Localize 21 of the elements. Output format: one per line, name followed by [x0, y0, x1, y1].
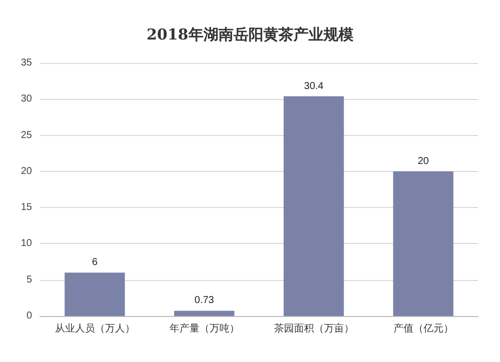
y-tick-label: 5	[26, 274, 32, 286]
y-tick-label: 10	[20, 238, 32, 250]
chart-title: 2018年湖南岳阳黄茶产业规模	[146, 26, 354, 44]
y-tick-label: 15	[20, 202, 32, 214]
bar	[64, 272, 125, 316]
data-label: 30.4	[304, 80, 324, 92]
data-label: 0.73	[194, 295, 214, 306]
x-tick-label: 茶园面积（万亩）	[274, 322, 354, 334]
y-tick-label: 0	[26, 310, 32, 322]
bar	[284, 96, 344, 316]
x-tick-label: 产值（亿元）	[393, 322, 454, 334]
data-label: 20	[418, 156, 430, 167]
y-tick-label: 30	[20, 94, 32, 105]
y-tick-label: 20	[20, 166, 32, 177]
bar	[174, 310, 234, 316]
x-tick-label: 年产量（万吨）	[169, 322, 240, 334]
data-label: 6	[92, 257, 98, 268]
bar	[393, 171, 454, 316]
y-tick-label: 35	[20, 58, 32, 68]
x-tick-label: 从业人员（万人）	[54, 322, 135, 334]
y-tick-label: 25	[20, 130, 32, 141]
